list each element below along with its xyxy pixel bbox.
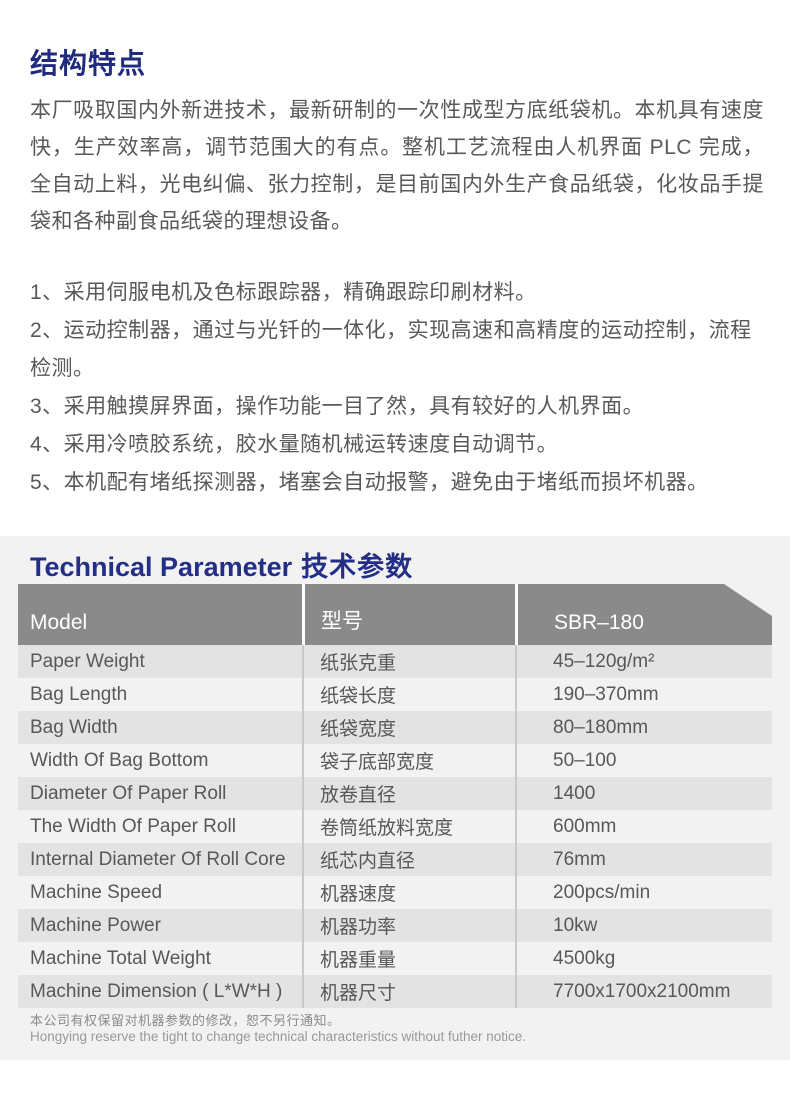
header-cell-model-value: SBR–180	[515, 584, 772, 645]
row-value: 45–120g/m²	[515, 645, 772, 678]
row-value: 190–370mm	[515, 678, 772, 711]
table-row: Paper Weight 纸张克重 45–120g/m²	[18, 645, 772, 678]
row-value: 4500kg	[515, 942, 772, 975]
technical-parameter-heading: Technical Parameter 技术参数	[30, 545, 630, 584]
table-row: Diameter Of Paper Roll 放卷直径 1400	[18, 777, 772, 810]
table-row: Width Of Bag Bottom 袋子底部宽度 50–100	[18, 744, 772, 777]
feature-item-3: 3、采用触摸屏界面，操作功能一目了然，具有较好的人机界面。	[30, 395, 645, 418]
feature-list: 1、采用伺服电机及色标跟踪器，精确跟踪印刷材料。 2、运动控制器，通过与光钎的一…	[30, 274, 770, 502]
row-label-zh: 机器速度	[302, 876, 515, 909]
row-label-zh: 纸张克重	[302, 645, 515, 678]
spec-table: Model 型号 SBR–180 Paper Weight 纸张克重 45–12…	[18, 584, 772, 1008]
row-label-zh: 纸袋长度	[302, 678, 515, 711]
intro-paragraph: 本厂吸取国内外新进技术，最新研制的一次性成型方底纸袋机。本机具有速度快，生产效率…	[30, 99, 764, 233]
structure-features-heading: 结构特点	[30, 48, 147, 79]
table-row: Bag Length 纸袋长度 190–370mm	[18, 678, 772, 711]
row-label-en: Machine Speed	[30, 881, 163, 903]
row-value: 10kw	[515, 909, 772, 942]
row-label-zh: 机器重量	[302, 942, 515, 975]
technical-parameter-heading-en: Technical Parameter	[30, 552, 293, 582]
row-label-en: Width Of Bag Bottom	[30, 749, 209, 771]
feature-item-1: 1、采用伺服电机及色标跟踪器，精确跟踪印刷材料。	[30, 281, 537, 304]
row-value: 200pcs/min	[515, 876, 772, 909]
row-value: 80–180mm	[515, 711, 772, 744]
row-label-zh: 袋子底部宽度	[302, 744, 515, 777]
feature-item-2: 2、运动控制器，通过与光钎的一体化，实现高速和高精度的运动控制，流程检测。	[30, 319, 752, 380]
table-row: Machine Total Weight 机器重量 4500kg	[18, 942, 772, 975]
feature-item-4: 4、采用冷喷胶系统，胶水量随机械运转速度自动调节。	[30, 433, 559, 456]
row-label-zh: 机器尺寸	[302, 975, 515, 1008]
feature-item-5: 5、本机配有堵纸探测器，堵塞会自动报警，避免由于堵纸而损坏机器。	[30, 471, 709, 494]
row-label-en: Internal Diameter Of Roll Core	[30, 848, 286, 870]
disclaimer-note-zh: 本公司有权保留对机器参数的修改，恕不另行通知。	[30, 1013, 341, 1028]
table-row: Bag Width 纸袋宽度 80–180mm	[18, 711, 772, 744]
row-value: 76mm	[515, 843, 772, 876]
row-label-en: The Width Of Paper Roll	[30, 815, 236, 837]
row-label-zh: 卷筒纸放料宽度	[302, 810, 515, 843]
table-row: Internal Diameter Of Roll Core 纸芯内直径 76m…	[18, 843, 772, 876]
row-value: 1400	[515, 777, 772, 810]
row-label-en: Paper Weight	[30, 650, 145, 672]
spec-table-header-row: Model 型号 SBR–180	[18, 584, 772, 645]
header-cell-model: Model	[30, 611, 88, 634]
row-label-en: Diameter Of Paper Roll	[30, 782, 227, 804]
row-value: 50–100	[515, 744, 772, 777]
row-label-en: Machine Dimension ( L*W*H )	[30, 980, 283, 1002]
row-label-zh: 放卷直径	[302, 777, 515, 810]
table-row: The Width Of Paper Roll 卷筒纸放料宽度 600mm	[18, 810, 772, 843]
table-row: Machine Power 机器功率 10kw	[18, 909, 772, 942]
row-label-zh: 纸袋宽度	[302, 711, 515, 744]
row-value: 7700x1700x2100mm	[515, 975, 772, 1008]
row-value: 600mm	[515, 810, 772, 843]
row-label-en: Machine Power	[30, 914, 161, 936]
table-row: Machine Dimension ( L*W*H ) 机器尺寸 7700x17…	[18, 975, 772, 1008]
row-label-en: Bag Length	[30, 683, 128, 705]
table-row: Machine Speed 机器速度 200pcs/min	[18, 876, 772, 909]
disclaimer-note-en: Hongying reserve the tight to change tec…	[30, 1029, 527, 1044]
row-label-zh: 纸芯内直径	[302, 843, 515, 876]
row-label-en: Machine Total Weight	[30, 947, 211, 969]
header-cell-model-zh: 型号	[302, 584, 515, 645]
technical-parameter-heading-zh: 技术参数	[301, 552, 414, 582]
row-label-en: Bag Width	[30, 716, 118, 738]
row-label-zh: 机器功率	[302, 909, 515, 942]
